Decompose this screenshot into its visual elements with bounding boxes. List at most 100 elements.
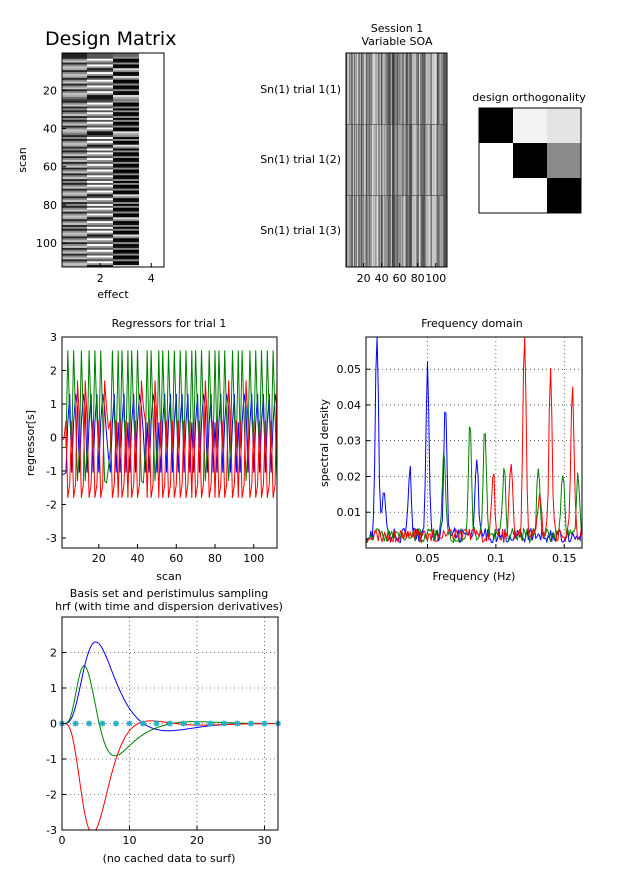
design-matrix-frame <box>61 52 165 268</box>
spectrum-series-3[interactable] <box>365 336 582 544</box>
dm-ytick-label: 100 <box>36 237 57 250</box>
basis-ytick-label: -1 <box>46 753 57 766</box>
dm-ytick-label: 80 <box>43 199 57 212</box>
session-image[interactable] <box>346 53 448 267</box>
sample-point <box>140 720 146 727</box>
regressors-panel: Regressors for trial 1 20 40 60 80 100-3-2-1… <box>24 317 278 583</box>
basis-title: Basis set and peristimulus sampling <box>70 587 268 600</box>
basis-xtick-label: 20 <box>190 834 204 847</box>
frequency-xlabel: Frequency (Hz) <box>433 570 516 583</box>
frequency-frame <box>365 336 583 549</box>
reg-ytick-label: -3 <box>46 532 57 545</box>
basis-subtitle: hrf (with time and dispersion derivative… <box>55 600 283 613</box>
basis-ytick-label: -2 <box>46 789 57 802</box>
reg-ytick-label: 3 <box>50 331 57 344</box>
sample-point <box>167 720 173 727</box>
dm-xtick-label: 4 <box>148 272 155 285</box>
reg-ytick-label: -2 <box>46 498 57 511</box>
reg-xtick-label: 20 <box>92 552 106 565</box>
basis-ytick-label: 2 <box>50 647 57 660</box>
basis-lines[interactable] <box>62 641 278 831</box>
freq-xtick-label: 0.1 <box>487 552 505 565</box>
basis-ytick-label: -3 <box>46 824 57 837</box>
design-matrix-image[interactable] <box>62 53 164 268</box>
reg-ytick-label: 2 <box>50 364 57 377</box>
basis-function-3[interactable] <box>62 720 278 831</box>
freq-ytick-label: 0.03 <box>337 435 362 448</box>
session-frame <box>345 52 448 268</box>
reg-ytick-label: -1 <box>46 465 57 478</box>
reg-xtick-label: 100 <box>243 552 264 565</box>
regressors-lines[interactable] <box>62 350 278 498</box>
ortho-cell-2-2 <box>513 143 547 178</box>
ses-xtick-label: 80 <box>411 272 425 285</box>
session-title: Session 1 <box>371 22 423 35</box>
sample-point <box>221 720 227 727</box>
ses-xtick-label: 40 <box>375 272 389 285</box>
ortho-cell-1-3 <box>547 108 581 143</box>
basis-xtick-label: 0 <box>59 834 66 847</box>
orthogonality-title: design orthogonality <box>472 91 586 104</box>
sample-point <box>248 720 254 727</box>
sample-point <box>113 720 119 727</box>
design-matrix-title: Design Matrix <box>45 28 176 50</box>
freq-ytick-label: 0.01 <box>337 506 362 519</box>
frequency-lines[interactable] <box>365 336 582 545</box>
regressor-series-3[interactable] <box>62 380 278 498</box>
ortho-cell-2-3 <box>547 143 581 178</box>
ortho-frame <box>478 107 582 214</box>
basis-ticks: 0 10 20 30 -3 -2 -1 0 1 2 <box>46 647 271 848</box>
footer-note: (no cached data to surf) <box>103 852 236 865</box>
frequency-panel: Frequency domain 0.05 0.1 0.15 0.01 0.02 0.03… <box>318 317 583 583</box>
orthogonality-panel: design orthogonality <box>472 91 586 214</box>
basis-ytick-label: 1 <box>50 682 57 695</box>
design-matrix-yticks: 20 40 60 80 100 <box>36 84 66 250</box>
freq-ytick-label: 0.05 <box>337 363 362 376</box>
reg-ytick-label: 1 <box>50 398 57 411</box>
regressor-series-2[interactable] <box>62 350 278 484</box>
trial-label-1: Sn(1) trial 1(1) <box>260 83 341 96</box>
basis-panel: Basis set and peristimulus sampling hrf … <box>46 587 283 865</box>
basis-ytick-label: 0 <box>50 718 57 731</box>
freq-ytick-label: 0.02 <box>337 470 362 483</box>
sample-point <box>234 720 241 727</box>
sample-point <box>180 720 187 727</box>
freq-ytick-label: 0.04 <box>337 399 362 412</box>
sample-point <box>207 720 214 727</box>
ses-xtick-label: 100 <box>425 272 446 285</box>
basis-function-2[interactable] <box>62 664 278 757</box>
freq-xtick-label: 0.05 <box>415 552 440 565</box>
regressors-frame <box>61 336 278 549</box>
basis-xtick-label: 10 <box>123 834 137 847</box>
reg-xtick-label: 40 <box>131 552 145 565</box>
freq-xtick-label: 0.15 <box>552 552 577 565</box>
dm-ytick-label: 20 <box>43 84 57 97</box>
regressors-ylabel: regressor[s] <box>24 410 37 476</box>
trial-label-2: Sn(1) trial 1(2) <box>260 153 341 166</box>
basis-function-1[interactable] <box>62 641 278 732</box>
reg-xtick-label: 60 <box>169 552 183 565</box>
dm-xtick-label: 2 <box>97 272 104 285</box>
frequency-ticks: 0.05 0.1 0.15 0.01 0.02 0.03 0.04 0.05 <box>337 363 577 565</box>
basis-xtick-label: 30 <box>258 834 272 847</box>
reg-xtick-label: 80 <box>208 552 222 565</box>
sample-point <box>99 720 106 727</box>
sample-point <box>72 720 79 727</box>
spectrum-series-1[interactable] <box>365 336 582 544</box>
ortho-cell-1-1 <box>479 108 513 143</box>
trial-label-3: Sn(1) trial 1(3) <box>260 224 341 237</box>
session-xticks: 20 40 60 80 100 <box>357 263 446 285</box>
sample-point <box>194 720 200 727</box>
ortho-cell-1-2 <box>513 108 547 143</box>
sample-point <box>126 720 133 727</box>
frequency-title: Frequency domain <box>421 317 523 330</box>
ses-xtick-label: 60 <box>393 272 407 285</box>
regressors-xlabel: scan <box>156 570 182 583</box>
session-panel: Session 1 Variable SOA Sn(1) trial 1(1) … <box>260 22 448 285</box>
design-matrix-xlabel: effect <box>97 288 129 301</box>
frequency-grid <box>366 337 582 548</box>
sample-point <box>86 720 92 727</box>
